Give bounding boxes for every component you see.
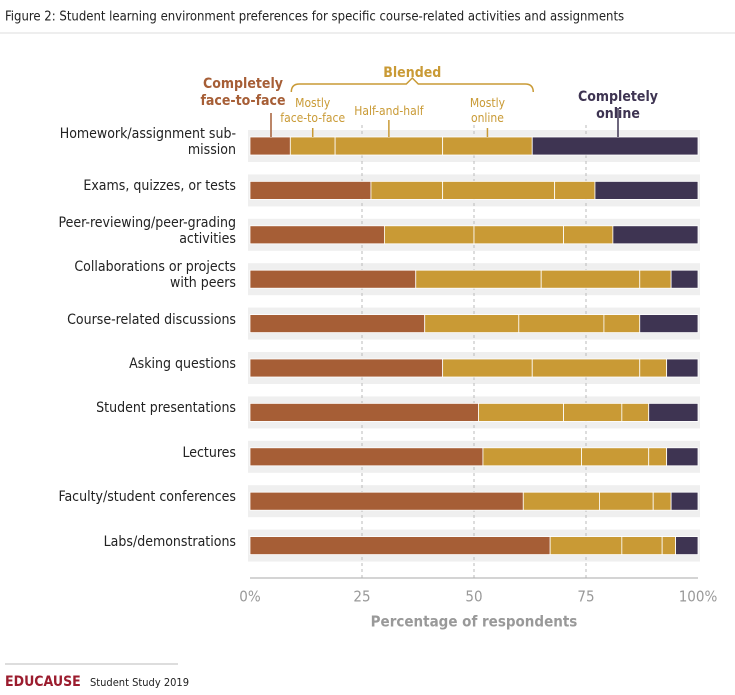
- bar-segment: [442, 180, 556, 200]
- bar-segment: [370, 180, 444, 200]
- bar-segment: [563, 225, 614, 245]
- bar-segment: [531, 136, 699, 156]
- legend-label: Completely face-to-face: [200, 76, 286, 109]
- chart-title: Figure 2: Student learning environment p…: [5, 10, 624, 25]
- bar-segment: [334, 136, 444, 156]
- bar-segment: [518, 314, 605, 334]
- bar-segment: [639, 314, 699, 334]
- bar-segment: [249, 402, 479, 422]
- x-tick-label: 25: [353, 588, 370, 606]
- bar-segment: [442, 136, 533, 156]
- bar-segment: [639, 358, 668, 378]
- footer-text: Student Study 2019: [90, 676, 189, 689]
- bar-segment: [594, 180, 699, 200]
- x-tick-label: 0%: [239, 588, 261, 606]
- bar-segment: [289, 136, 336, 156]
- category-label: Course-related discussions: [67, 311, 236, 328]
- bar-segment: [249, 269, 417, 289]
- category-label: Collaborations or projects with peers: [74, 259, 236, 292]
- bar-segment: [554, 180, 596, 200]
- bar-segment: [383, 225, 475, 245]
- bar-segment: [249, 136, 291, 156]
- bar-segment: [599, 491, 654, 511]
- bar-segment: [249, 536, 551, 555]
- bar-segment: [563, 402, 623, 422]
- legend-label: Mostly online: [469, 96, 506, 125]
- bar-segment: [424, 314, 520, 334]
- bar-segment: [473, 225, 564, 245]
- bar-segment: [482, 447, 582, 467]
- legend-label: Half-and-half: [354, 104, 424, 118]
- legend-label: Mostly face-to-face: [280, 96, 346, 125]
- bar-segment: [522, 491, 600, 511]
- bar-segment: [603, 314, 641, 334]
- bar-segment: [540, 269, 641, 289]
- category-label: Student presentations: [96, 400, 236, 417]
- category-label: Asking questions: [129, 356, 236, 372]
- category-label: Faculty/student conferences: [58, 489, 236, 506]
- bar-segment: [666, 358, 699, 378]
- bar-segment: [670, 491, 699, 511]
- category-label: Exams, quizzes, or tests: [83, 178, 236, 195]
- bar-segment: [531, 358, 641, 378]
- bar-segment: [666, 447, 699, 467]
- category-label: Homework/assignment sub- mission: [59, 126, 236, 158]
- brand: EDUCAUSE: [5, 674, 81, 690]
- bar-segment: [549, 536, 623, 555]
- legend-bracket: [290, 76, 534, 93]
- bar-segment: [249, 225, 385, 245]
- bar-segment: [249, 447, 484, 467]
- x-tick-label: 100%: [679, 588, 718, 606]
- x-axis-label: Percentage of respondents: [371, 613, 578, 631]
- category-label: Peer-reviewing/peer-grading activities: [58, 214, 236, 247]
- bar-segment: [249, 358, 444, 378]
- x-tick-label: 75: [577, 588, 594, 606]
- category-label: Labs/demonstrations: [103, 533, 236, 550]
- bar-segment: [442, 358, 533, 378]
- bar-segment: [621, 536, 663, 555]
- category-label: Lectures: [182, 444, 236, 461]
- bar-segment: [612, 225, 699, 245]
- x-tick-label: 50: [465, 588, 482, 606]
- bar-segment: [675, 536, 699, 555]
- bar-segment: [652, 491, 672, 511]
- bar-segment: [639, 269, 672, 289]
- bar-segment: [648, 402, 699, 422]
- bar-segment: [661, 536, 676, 555]
- bar-segment: [581, 447, 650, 467]
- bar-segment: [415, 269, 542, 289]
- bar-segment: [648, 447, 668, 467]
- legend-label: Completely online: [578, 89, 658, 122]
- bar-segment: [621, 402, 650, 422]
- legend-group-label: Blended: [383, 65, 441, 81]
- bar-segment: [249, 314, 426, 334]
- bar-segment: [478, 402, 565, 422]
- bar-segment: [670, 269, 699, 289]
- bar-segment: [249, 491, 524, 511]
- bar-segment: [249, 180, 372, 200]
